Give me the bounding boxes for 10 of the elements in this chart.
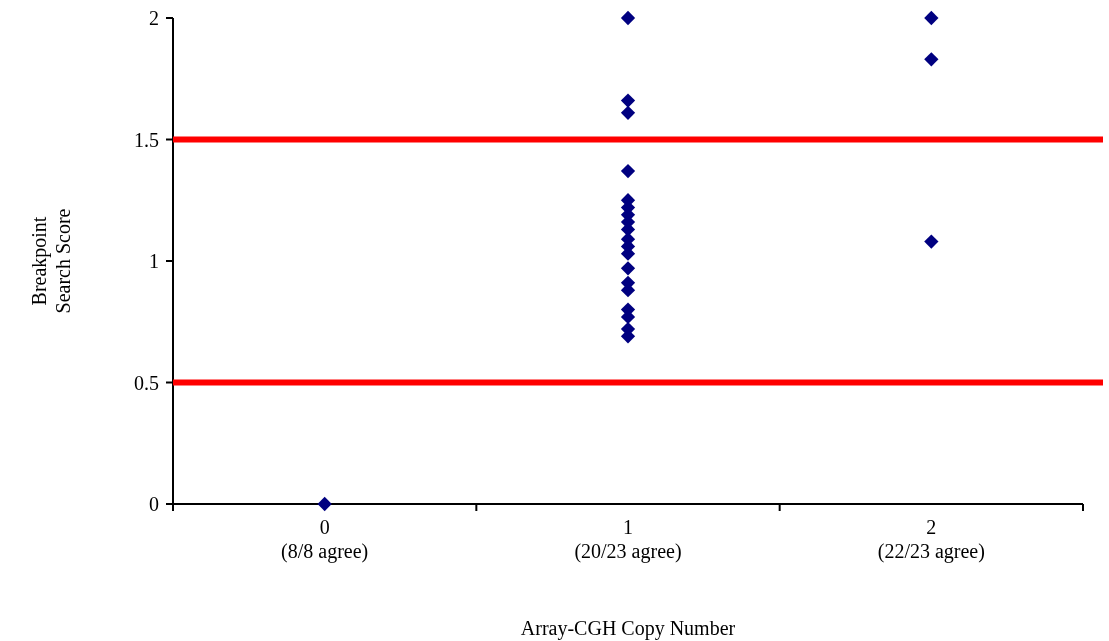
y-tick-label: 1.5 (134, 128, 159, 151)
y-axis-title: Breakpoint Search Score (28, 208, 74, 314)
y-tick-label: 0 (149, 493, 159, 515)
y-tick-label: 1 (149, 250, 159, 272)
x-axis-title: Array-CGH Copy Number (520, 617, 736, 640)
y-tick-label: 2 (149, 7, 159, 29)
y-tick-label: 0.5 (134, 371, 159, 394)
x-tick-label: 2 (22/23 agree) (877, 516, 985, 563)
x-tick-label: 0 (8/8 agree) (281, 516, 369, 563)
x-tick-label: 1 (20/23 agree) (574, 516, 682, 563)
